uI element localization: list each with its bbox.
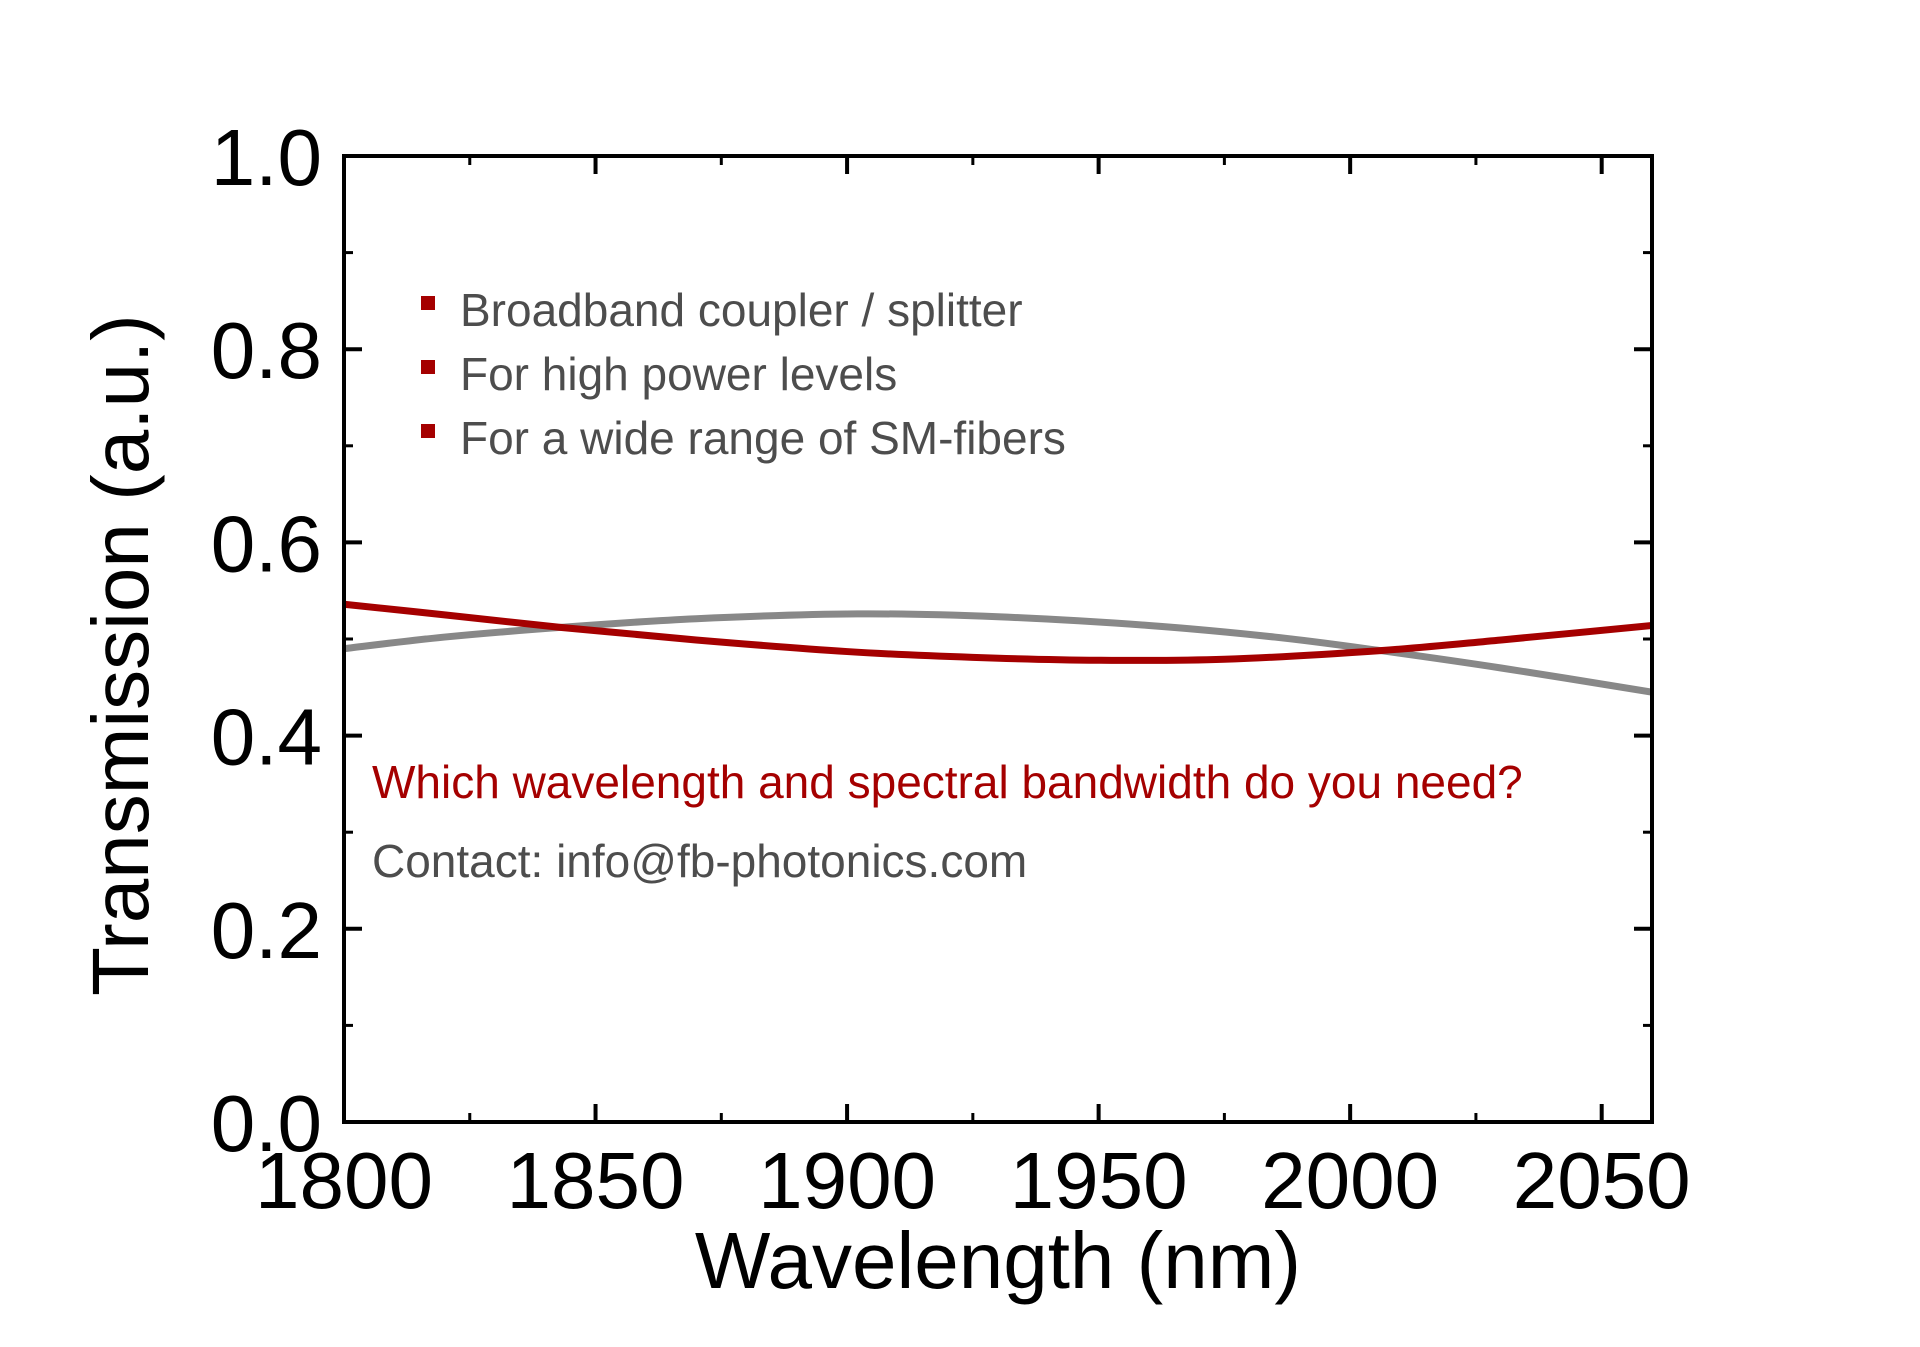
- y-tick-label: 0.4: [211, 693, 322, 782]
- x-tick-label: 2000: [1261, 1136, 1439, 1225]
- series-line-port-1: [343, 600, 1653, 665]
- x-tick-label: 2050: [1513, 1136, 1691, 1225]
- feature-item: For a wide range of SM-fibers: [460, 412, 1066, 464]
- y-tick-label: 0.2: [211, 886, 322, 975]
- y-tick-label: 0.0: [211, 1079, 322, 1168]
- y-tick-label: 1.0: [211, 113, 322, 202]
- x-axis-title: Wavelength (nm): [695, 1216, 1301, 1305]
- contact-annotation: Contact: info@fb-photonics.com: [372, 835, 1027, 887]
- feature-bullet-icon: [421, 424, 435, 438]
- feature-bullet-icon: [421, 296, 435, 310]
- x-tick-label: 1850: [507, 1136, 685, 1225]
- y-tick-label: 0.8: [211, 306, 322, 395]
- x-tick-label: 1800: [255, 1136, 433, 1225]
- feature-item: For high power levels: [460, 348, 897, 400]
- x-tick-label: 1900: [758, 1136, 936, 1225]
- feature-list: Broadband coupler / splitter For high po…: [421, 284, 1066, 464]
- feature-item: Broadband coupler / splitter: [460, 284, 1023, 336]
- tick-layer: 1800 1850 1900 1950 2000 2050 0.0 0.2 0.4 0.6 0.8 1…: [211, 113, 1691, 1225]
- y-tick-label: 0.6: [211, 499, 322, 588]
- series-layer: [343, 600, 1653, 696]
- feature-bullet-icon: [421, 360, 435, 374]
- y-axis-title: Transmission (a.u.): [76, 314, 165, 996]
- question-annotation: Which wavelength and spectral bandwidth …: [372, 756, 1523, 808]
- x-tick-label: 1950: [1010, 1136, 1188, 1225]
